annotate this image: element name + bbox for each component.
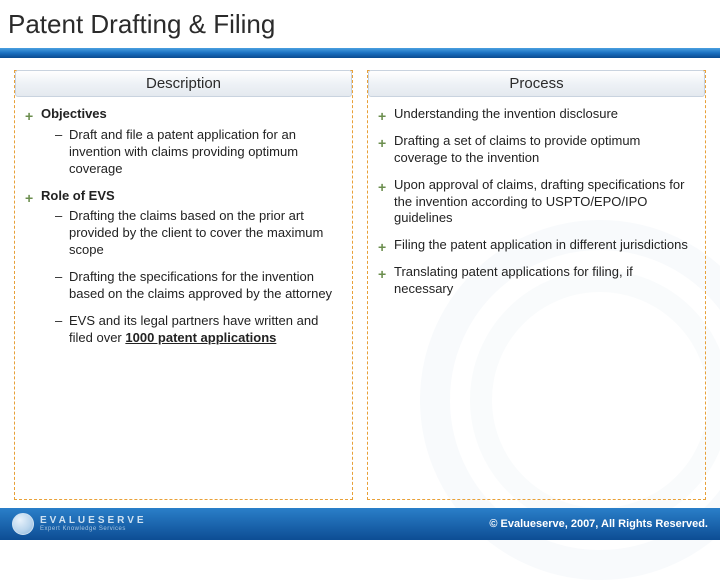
sub-list: Drafting the claims based on the prior a… xyxy=(41,208,342,346)
list-item: + Filing the patent application in diffe… xyxy=(378,237,695,254)
item-label: Drafting a set of claims to provide opti… xyxy=(394,133,640,165)
list-item: + Upon approval of claims, drafting spec… xyxy=(378,177,695,228)
content-area: Description + Objectives Draft and file … xyxy=(14,70,706,500)
sub-list: Draft and file a patent application for … xyxy=(41,127,342,178)
logo-text-wrap: EVALUESERVE Expert Knowledge Services xyxy=(40,516,147,532)
list-item: + Translating patent applications for fi… xyxy=(378,264,695,298)
sub-item: Drafting the specifications for the inve… xyxy=(55,269,342,303)
plus-icon: + xyxy=(378,265,386,283)
list-item: + Objectives Draft and file a patent app… xyxy=(25,106,342,178)
plus-icon: + xyxy=(25,189,33,207)
list-item: + Drafting a set of claims to provide op… xyxy=(378,133,695,167)
logo-subtext: Expert Knowledge Services xyxy=(40,526,147,532)
column-header-right: Process xyxy=(368,70,705,97)
copyright-text: © Evalueserve, 2007, All Rights Reserved… xyxy=(489,518,708,530)
plus-icon: + xyxy=(378,107,386,125)
logo-text: EVALUESERVE xyxy=(40,516,147,526)
item-label: Understanding the invention disclosure xyxy=(394,106,618,121)
item-label: Role of EVS xyxy=(41,188,115,203)
column-description: Description + Objectives Draft and file … xyxy=(14,70,353,500)
item-label: Upon approval of claims, drafting specif… xyxy=(394,177,684,226)
plus-icon: + xyxy=(378,178,386,196)
list-item: + Understanding the invention disclosure xyxy=(378,106,695,123)
item-label: Objectives xyxy=(41,106,107,121)
logo-area: EVALUESERVE Expert Knowledge Services xyxy=(12,513,147,535)
slide-title-wrap: Patent Drafting & Filing xyxy=(0,0,287,48)
item-label: Filing the patent application in differe… xyxy=(394,237,688,252)
sub-item: Drafting the claims based on the prior a… xyxy=(55,208,342,259)
sub-item: Draft and file a patent application for … xyxy=(55,127,342,178)
plus-icon: + xyxy=(378,134,386,152)
process-list: + Understanding the invention disclosure… xyxy=(378,106,695,298)
logo-icon xyxy=(12,513,34,535)
description-list: + Objectives Draft and file a patent app… xyxy=(25,106,342,347)
plus-icon: + xyxy=(25,107,33,125)
plus-icon: + xyxy=(378,238,386,256)
column-header-left: Description xyxy=(15,70,352,97)
list-item: + Role of EVS Drafting the claims based … xyxy=(25,188,342,347)
item-label: Translating patent applications for fili… xyxy=(394,264,633,296)
footer-bar: EVALUESERVE Expert Knowledge Services © … xyxy=(0,508,720,540)
sub-item-highlight: EVS and its legal partners have written … xyxy=(55,313,342,347)
slide-title: Patent Drafting & Filing xyxy=(8,9,275,40)
column-process: Process + Understanding the invention di… xyxy=(367,70,706,500)
title-stripe xyxy=(0,48,720,58)
